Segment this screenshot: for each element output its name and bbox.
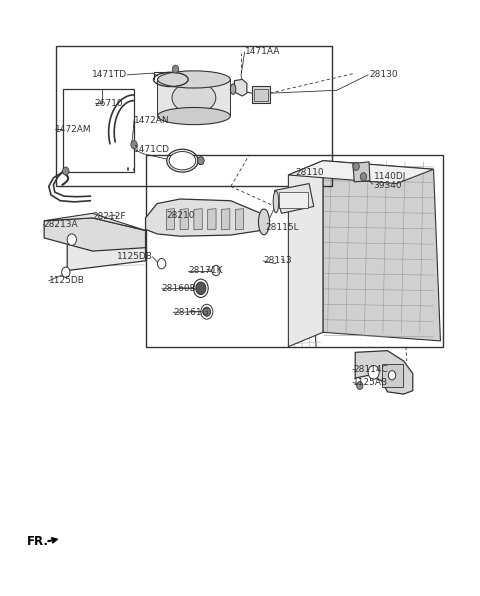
Bar [56,46,332,187]
Polygon shape [222,209,230,230]
Circle shape [212,265,220,276]
Text: 1140DJ: 1140DJ [373,172,406,181]
Circle shape [357,381,363,390]
Ellipse shape [230,84,236,94]
Circle shape [203,307,211,316]
Text: 1125DB: 1125DB [49,277,84,285]
Circle shape [62,167,69,175]
Text: 28210: 28210 [166,210,195,219]
Ellipse shape [157,107,230,125]
Text: 1472AN: 1472AN [134,116,169,125]
Text: 1125AB: 1125AB [353,378,388,387]
Text: 28212F: 28212F [93,212,126,221]
Text: FR.: FR. [27,535,49,548]
Circle shape [353,162,360,170]
Text: 28115L: 28115L [265,223,299,232]
Polygon shape [67,231,145,271]
Polygon shape [323,161,441,341]
Text: 1472AM: 1472AM [55,125,91,134]
Polygon shape [353,162,370,182]
Polygon shape [44,218,145,251]
Text: 28161G: 28161G [173,308,209,317]
Polygon shape [208,209,216,230]
Circle shape [198,157,204,164]
Circle shape [172,65,179,73]
Circle shape [131,141,137,148]
Polygon shape [194,209,202,230]
Circle shape [388,371,396,380]
Ellipse shape [258,209,269,235]
Polygon shape [157,79,230,116]
Polygon shape [275,184,314,213]
Text: 28213A: 28213A [43,221,78,229]
Text: 26710: 26710 [95,99,123,108]
Bar [382,364,403,387]
Text: 1471AA: 1471AA [245,48,280,57]
Circle shape [196,282,206,294]
Ellipse shape [273,191,279,213]
Polygon shape [288,161,433,184]
Polygon shape [166,209,175,230]
Ellipse shape [157,71,230,88]
Ellipse shape [169,151,196,170]
Text: 28110: 28110 [295,167,324,176]
Polygon shape [145,199,270,236]
Bar [145,155,443,347]
Text: 28113: 28113 [263,256,292,265]
Bar [62,89,134,172]
Circle shape [368,365,379,379]
Polygon shape [180,209,188,230]
Polygon shape [234,79,247,96]
Circle shape [360,173,367,181]
Polygon shape [44,213,145,231]
Ellipse shape [168,79,219,116]
Circle shape [61,267,70,277]
Polygon shape [252,86,270,104]
Circle shape [67,234,76,246]
Ellipse shape [167,149,198,172]
Circle shape [198,157,204,164]
Circle shape [157,259,166,269]
Text: 1125DB: 1125DB [117,252,153,261]
Bar [279,191,308,207]
Polygon shape [288,161,323,347]
Text: 1471TD: 1471TD [92,70,127,79]
Text: 28171K: 28171K [188,266,223,275]
Text: 1471CD: 1471CD [134,145,170,154]
Text: 28130: 28130 [369,70,397,79]
Polygon shape [355,350,413,394]
Ellipse shape [172,82,216,113]
Text: 28114C: 28114C [353,365,388,374]
Text: 39340: 39340 [373,181,402,190]
Polygon shape [235,209,244,230]
Bar [254,89,268,101]
Text: 28160B: 28160B [162,284,196,293]
